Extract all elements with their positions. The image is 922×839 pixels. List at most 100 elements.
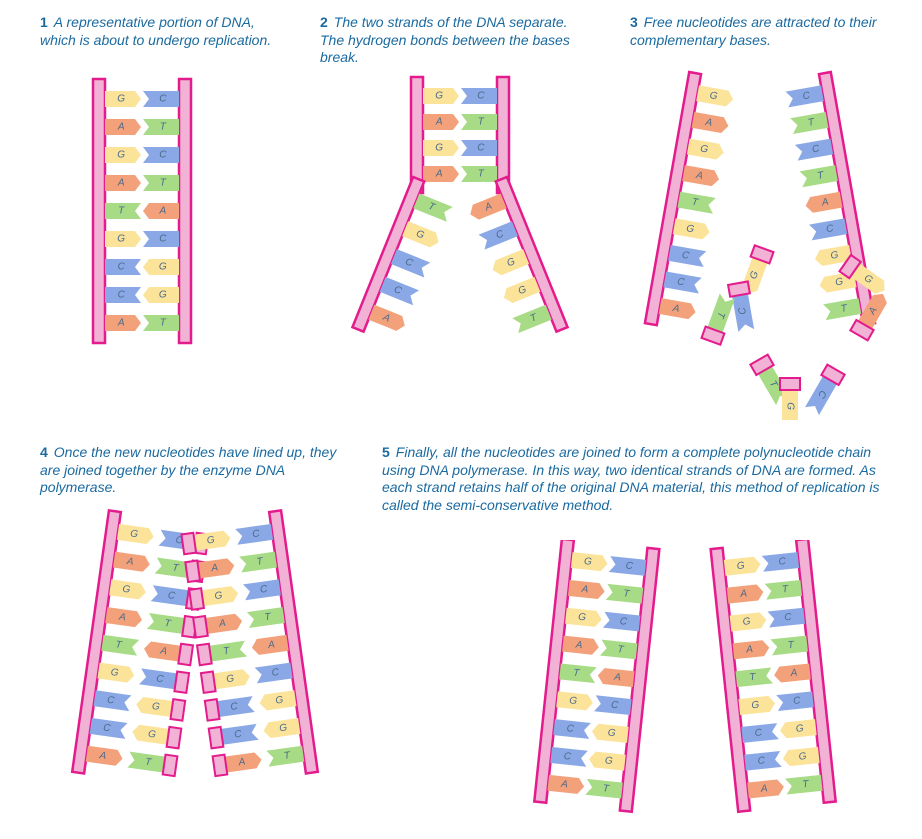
- page: 1A representative portion of DNA, which …: [0, 0, 922, 839]
- base-A: A: [727, 584, 764, 604]
- base-C: C: [741, 723, 778, 743]
- base-A: A: [568, 580, 605, 600]
- caption-number: 2: [320, 14, 328, 30]
- base-G: G: [262, 718, 300, 739]
- caption-3: 3Free nucleotides are attracted to their…: [630, 14, 890, 49]
- svg-text:A: A: [739, 588, 748, 600]
- svg-text:G: G: [798, 751, 807, 763]
- caption-text: Once the new nucleotides have lined up, …: [40, 444, 336, 495]
- base-G: G: [730, 612, 767, 632]
- base-G: G: [588, 751, 625, 771]
- base-G: G: [105, 231, 141, 247]
- panel-2-dna-unzipping: GCATGCATTGCCAACGGT: [330, 75, 590, 365]
- base-T: T: [461, 166, 497, 182]
- base-T: T: [461, 114, 497, 130]
- svg-text:A: A: [117, 122, 125, 133]
- caption-number: 5: [382, 444, 390, 460]
- base-T: T: [147, 611, 197, 637]
- svg-text:G: G: [578, 612, 587, 624]
- panel-3-free-nucleotides: GAGATGCCACTCTACGGTGCTTGCAG: [620, 70, 910, 420]
- base-C: C: [603, 612, 640, 632]
- base-C: C: [105, 287, 141, 303]
- svg-text:G: G: [795, 723, 804, 735]
- base-A: A: [86, 746, 124, 767]
- base-C: C: [391, 249, 430, 277]
- base-A: A: [733, 640, 770, 660]
- base-C: C: [461, 88, 497, 104]
- caption-number: 4: [40, 444, 48, 460]
- base-T: T: [600, 640, 637, 660]
- base-T: T: [143, 175, 179, 191]
- base-A: A: [105, 607, 143, 628]
- base-C: C: [143, 147, 179, 163]
- svg-text:T: T: [160, 122, 167, 133]
- base-A: A: [193, 611, 243, 637]
- svg-text:A: A: [580, 584, 589, 596]
- svg-text:A: A: [759, 783, 768, 795]
- panel-5-two-strands: GCATGCATTAGCCGCGATGCATGCATTAGCCGCGAT: [500, 540, 870, 830]
- base-A: A: [773, 663, 810, 683]
- base-C: C: [380, 277, 419, 305]
- base-A: A: [467, 193, 506, 221]
- base-T: T: [823, 298, 861, 320]
- svg-text:G: G: [435, 91, 443, 102]
- base-C: C: [795, 139, 833, 161]
- base-G: G: [117, 524, 155, 545]
- base-C: C: [209, 722, 259, 748]
- base-A: A: [213, 750, 263, 776]
- caption-number: 3: [630, 14, 638, 30]
- base-A: A: [747, 779, 784, 799]
- base-C: C: [139, 666, 189, 692]
- base-C: C: [803, 365, 844, 417]
- caption-text: A representative portion of DNA, which i…: [40, 14, 271, 48]
- base-C: C: [809, 218, 847, 240]
- svg-text:G: G: [784, 402, 795, 410]
- base-A: A: [105, 315, 141, 331]
- base-G: G: [673, 218, 711, 240]
- base-G: G: [105, 147, 141, 163]
- base-G: G: [738, 695, 775, 715]
- svg-text:G: G: [117, 234, 125, 245]
- svg-text:A: A: [117, 178, 125, 189]
- base-T: T: [105, 203, 141, 219]
- base-A: A: [547, 775, 584, 795]
- base-T: T: [785, 775, 822, 795]
- base-G: G: [782, 747, 819, 767]
- base-G: G: [501, 277, 540, 305]
- base-A: A: [682, 165, 720, 187]
- svg-text:G: G: [736, 560, 745, 572]
- svg-text:G: G: [583, 556, 592, 568]
- base-G: G: [201, 666, 251, 692]
- svg-text:A: A: [435, 169, 443, 180]
- base-A: A: [659, 298, 697, 320]
- base-G: G: [402, 221, 441, 249]
- caption-2: 2The two strands of the DNA separate. Th…: [320, 14, 580, 67]
- base-C: C: [90, 718, 128, 739]
- base-C: C: [105, 259, 141, 275]
- base-G: G: [109, 579, 147, 600]
- base-C: C: [461, 140, 497, 156]
- base-T: T: [678, 192, 716, 214]
- base-T: T: [512, 305, 551, 333]
- caption-5: 5Finally, all the nucleotides are joined…: [382, 444, 882, 514]
- base-C: C: [762, 552, 799, 572]
- base-G: G: [556, 691, 593, 711]
- base-A: A: [143, 639, 193, 665]
- svg-text:A: A: [574, 640, 583, 652]
- base-T: T: [736, 667, 773, 687]
- svg-text:A: A: [435, 117, 443, 128]
- svg-text:G: G: [607, 727, 616, 739]
- base-C: C: [143, 231, 179, 247]
- svg-text:C: C: [118, 262, 126, 273]
- svg-text:A: A: [613, 672, 622, 684]
- base-G: G: [131, 722, 181, 748]
- svg-text:C: C: [159, 234, 167, 245]
- base-G: G: [571, 552, 608, 572]
- base-A: A: [185, 556, 235, 582]
- svg-text:A: A: [158, 206, 166, 217]
- base-G: G: [423, 140, 459, 156]
- caption-text: The two strands of the DNA separate. The…: [320, 14, 570, 65]
- base-C: C: [663, 272, 701, 294]
- base-G: G: [779, 719, 816, 739]
- caption-1: 1A representative portion of DNA, which …: [40, 14, 290, 49]
